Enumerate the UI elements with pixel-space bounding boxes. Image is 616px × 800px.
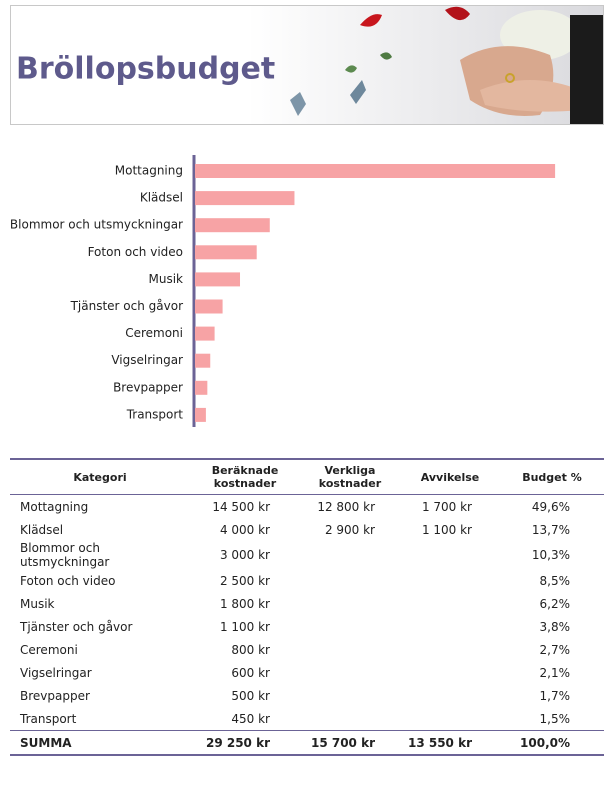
table-cell: 15 700 kr (300, 730, 400, 756)
table-cell: Tjänster och gåvor (20, 619, 133, 634)
budget-table: Kategori Beräknade kostnader Verkliga kost… (10, 458, 604, 756)
table-cell: 13 550 kr (400, 730, 500, 756)
chart: Bröllopsbudget Mottagning Klädsel Blommor … (10, 5, 604, 427)
table-cell (300, 569, 400, 592)
table-cell: 6,2% (539, 596, 571, 611)
table-cell: 29 250 kr (190, 730, 300, 756)
table-cell (300, 707, 400, 731)
table-cell: SUMMA (10, 730, 190, 756)
table-cell: 4 000 kr (219, 522, 270, 537)
bar (195, 326, 215, 341)
category-label: Ceremoni (125, 326, 183, 340)
table-cell: 2,7% (539, 642, 571, 657)
table-cell (400, 541, 500, 569)
table-cell (400, 569, 500, 592)
bar (195, 245, 257, 260)
table-cell (400, 615, 500, 638)
category-label: Musik (149, 272, 184, 286)
bar (195, 353, 211, 368)
table-cell: 1,7% (539, 688, 571, 703)
table-cell (300, 661, 400, 684)
table-row: Mottagning 14 500 kr 12 800 kr 1 700 kr 49,6… (10, 495, 604, 519)
table-cell: 600 kr (231, 665, 270, 680)
table-cell: Foton och video (20, 573, 116, 588)
table-cell (400, 684, 500, 707)
table-row: Musik 1 800 kr 6,2% (10, 592, 604, 615)
table-cell (400, 638, 500, 661)
table-cell: 2 900 kr (324, 522, 375, 537)
category-label: Brevpapper (113, 380, 183, 394)
column-header: Beräknade kostnader (190, 458, 300, 495)
column-header: Kategori (10, 458, 190, 495)
table-cell (300, 615, 400, 638)
table-cell: 1 800 kr (219, 596, 270, 611)
table-cell: 1 100 kr (219, 619, 270, 634)
table-cell: 800 kr (231, 642, 270, 657)
column-header: Budget % (500, 458, 604, 495)
table-cell (400, 707, 500, 731)
table-cell: 2 500 kr (219, 573, 270, 588)
table-cell (400, 661, 500, 684)
table-cell: Musik (20, 596, 55, 611)
table-cell: Blommor och utsmyckningar (20, 541, 110, 569)
table-cell: 100,0% (500, 730, 604, 756)
category-label: Blommor och utsmyckningar (10, 218, 183, 232)
table-row: Tjänster och gåvor 1 100 kr 3,8% (10, 615, 604, 638)
table-cell: 3,8% (539, 619, 571, 634)
bar (195, 164, 556, 178)
table-cell: 2,1% (539, 665, 571, 680)
table-row: Foton och video 2 500 kr 8,5% (10, 569, 604, 592)
table-row: Klädsel 4 000 kr 2 900 kr 1 100 kr 13,7% (10, 518, 604, 541)
table-cell (300, 638, 400, 661)
category-label: Transport (126, 407, 184, 421)
column-header: Verkliga kostnader (300, 458, 400, 495)
table-cell: 12 800 kr (317, 499, 375, 514)
table-cell: Vigselringar (20, 665, 92, 680)
bar (195, 380, 208, 395)
header-row: Kategori Beräknade kostnader Verkliga kost… (10, 458, 604, 495)
table-cell: 8,5% (539, 573, 571, 588)
column-header: Avvikelse (400, 458, 500, 495)
bar (195, 218, 270, 233)
table-row: Vigselringar 600 kr 2,1% (10, 661, 604, 684)
table-cell: Brevpapper (20, 688, 90, 703)
table-cell: Klädsel (20, 522, 64, 537)
title: Bröllopsbudget (16, 52, 275, 87)
table-cell (300, 592, 400, 615)
category-label: Foton och video (88, 245, 183, 259)
bar (195, 299, 223, 314)
table-cell (300, 684, 400, 707)
category-label: Klädsel (140, 191, 183, 205)
header-decoration (290, 6, 603, 124)
table-cell: 450 kr (231, 711, 270, 726)
bar (195, 407, 206, 422)
table-row: Transport 450 kr 1,5% (10, 707, 604, 731)
category-label: Vigselringar (111, 353, 183, 367)
table-row: Ceremoni 800 kr 2,7% (10, 638, 604, 661)
table-cell: 1 100 kr (421, 522, 472, 537)
table-cell (400, 592, 500, 615)
table-cell: 1 700 kr (421, 499, 472, 514)
table-cell: Mottagning (20, 499, 89, 514)
table-cell: Transport (20, 711, 77, 726)
table-cell: 10,3% (531, 548, 570, 562)
bar (195, 191, 295, 206)
table-cell: Ceremoni (20, 642, 78, 657)
table-row: Brevpapper 500 kr 1,7% (10, 684, 604, 707)
table-cell (300, 541, 400, 569)
category-label: Tjänster och gåvor (70, 299, 183, 313)
table-cell: 500 kr (231, 688, 270, 703)
table-body: Mottagning 14 500 kr 12 800 kr 1 700 kr 49,6… (10, 495, 604, 756)
table-row: Blommor och utsmyckningar 3 000 kr 10,3% (10, 541, 604, 569)
table-cell: 13,7% (531, 522, 570, 537)
category-label: Mottagning (115, 164, 183, 178)
table-cell: 3 000 kr (219, 548, 270, 562)
table-row: SUMMA 29 250 kr 15 700 kr 13 550 kr 100,0% (10, 730, 604, 756)
bar (195, 272, 241, 287)
table-cell: 14 500 kr (212, 499, 270, 514)
table-cell: 49,6% (531, 499, 570, 514)
table-cell: 1,5% (539, 711, 571, 726)
